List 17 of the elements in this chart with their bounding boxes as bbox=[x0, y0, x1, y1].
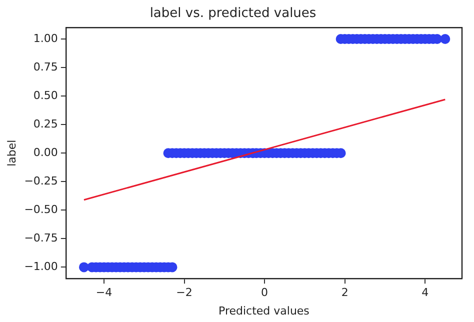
x-tick-label: 2 bbox=[341, 286, 348, 300]
y-tick-label: 0.25 bbox=[33, 117, 58, 130]
x-axis-title: Predicted values bbox=[218, 304, 310, 318]
y-tick-label: 0.75 bbox=[33, 60, 58, 74]
x-tick-label: 4 bbox=[422, 286, 429, 300]
x-tick-label: −4 bbox=[96, 286, 112, 300]
chart-title: label vs. predicted values bbox=[150, 6, 316, 22]
y-tick-label: 1.00 bbox=[33, 32, 58, 45]
y-tick-label: −1.00 bbox=[24, 260, 58, 274]
y-tick-label: −0.25 bbox=[24, 174, 58, 188]
y-tick-label: −0.75 bbox=[24, 232, 58, 245]
y-tick-label: 0.50 bbox=[33, 88, 58, 102]
y-tick-label: 0.00 bbox=[33, 146, 58, 159]
x-tick-label: 0 bbox=[261, 286, 268, 300]
y-axis-title: label bbox=[5, 140, 18, 166]
x-tick-label: −2 bbox=[176, 286, 192, 300]
y-tick-label: −0.50 bbox=[24, 203, 58, 216]
